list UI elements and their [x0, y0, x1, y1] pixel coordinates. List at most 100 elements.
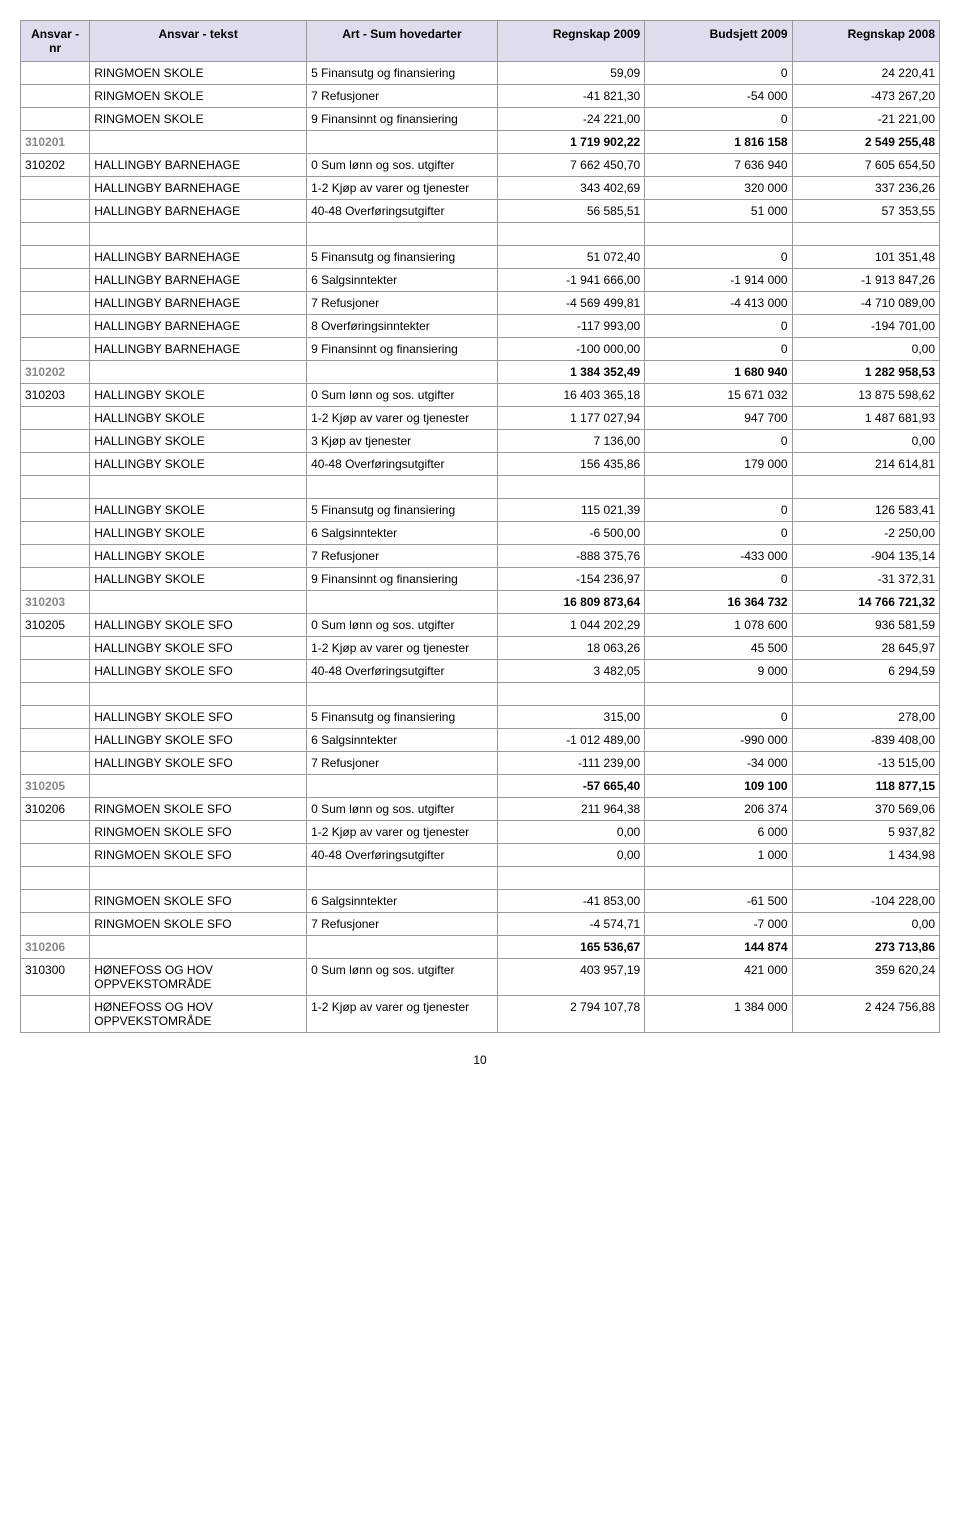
cell-art: 0 Sum lønn og sos. utgifter: [307, 798, 498, 821]
spacer-cell: [307, 476, 498, 499]
cell-budsjett-2009: -7 000: [645, 913, 792, 936]
cell-ansvar-tekst: HALLINGBY SKOLE: [90, 407, 307, 430]
cell-budsjett-2009: -61 500: [645, 890, 792, 913]
cell-budsjett-2009: 109 100: [645, 775, 792, 798]
cell-ansvar-nr: [21, 269, 90, 292]
cell-regnskap-2008: 2 549 255,48: [792, 131, 939, 154]
cell-art: 40-48 Overføringsutgifter: [307, 200, 498, 223]
cell-ansvar-nr: [21, 430, 90, 453]
cell-ansvar-tekst: HALLINGBY SKOLE SFO: [90, 660, 307, 683]
cell-ansvar-nr: [21, 729, 90, 752]
table-row: HALLINGBY SKOLE6 Salgsinntekter-6 500,00…: [21, 522, 940, 545]
spacer-cell: [497, 683, 644, 706]
cell-regnskap-2009: 115 021,39: [497, 499, 644, 522]
table-row: HALLINGBY SKOLE SFO1-2 Kjøp av varer og …: [21, 637, 940, 660]
cell-ansvar-nr: [21, 453, 90, 476]
cell-regnskap-2009: -100 000,00: [497, 338, 644, 361]
cell-ansvar-nr: 310206: [21, 936, 90, 959]
cell-regnskap-2008: 337 236,26: [792, 177, 939, 200]
cell-ansvar-tekst: HØNEFOSS OG HOV OPPVEKSTOMRÅDE: [90, 996, 307, 1033]
cell-ansvar-nr: [21, 62, 90, 85]
header-ansvar-nr: Ansvar - nr: [21, 21, 90, 62]
cell-budsjett-2009: 0: [645, 338, 792, 361]
cell-ansvar-nr: [21, 522, 90, 545]
summary-row: 310206165 536,67144 874273 713,86: [21, 936, 940, 959]
cell-budsjett-2009: 16 364 732: [645, 591, 792, 614]
cell-regnskap-2009: 18 063,26: [497, 637, 644, 660]
cell-regnskap-2009: -1 941 666,00: [497, 269, 644, 292]
spacer-cell: [645, 683, 792, 706]
table-row: HØNEFOSS OG HOV OPPVEKSTOMRÅDE1-2 Kjøp a…: [21, 996, 940, 1033]
table-row: HALLINGBY BARNEHAGE5 Finansutg og finans…: [21, 246, 940, 269]
cell-regnskap-2008: 118 877,15: [792, 775, 939, 798]
cell-regnskap-2009: 56 585,51: [497, 200, 644, 223]
spacer-cell: [90, 223, 307, 246]
cell-ansvar-tekst: HALLINGBY SKOLE: [90, 430, 307, 453]
cell-ansvar-tekst: RINGMOEN SKOLE: [90, 108, 307, 131]
spacer-cell: [497, 223, 644, 246]
cell-budsjett-2009: 421 000: [645, 959, 792, 996]
summary-row: 31020316 809 873,6416 364 73214 766 721,…: [21, 591, 940, 614]
cell-budsjett-2009: 9 000: [645, 660, 792, 683]
cell-art: [307, 591, 498, 614]
cell-budsjett-2009: 0: [645, 108, 792, 131]
cell-ansvar-nr: [21, 338, 90, 361]
cell-regnskap-2008: 0,00: [792, 430, 939, 453]
table-row: 310300HØNEFOSS OG HOV OPPVEKSTOMRÅDE0 Su…: [21, 959, 940, 996]
cell-regnskap-2008: 370 569,06: [792, 798, 939, 821]
cell-ansvar-nr: [21, 315, 90, 338]
header-regnskap-2009: Regnskap 2009: [497, 21, 644, 62]
cell-ansvar-nr: 310203: [21, 384, 90, 407]
table-row: RINGMOEN SKOLE SFO40-48 Overføringsutgif…: [21, 844, 940, 867]
cell-art: 5 Finansutg og finansiering: [307, 499, 498, 522]
spacer-cell: [497, 476, 644, 499]
table-row: HALLINGBY SKOLE5 Finansutg og finansieri…: [21, 499, 940, 522]
cell-art: 6 Salgsinntekter: [307, 522, 498, 545]
table-row: HALLINGBY BARNEHAGE6 Salgsinntekter-1 94…: [21, 269, 940, 292]
cell-ansvar-nr: [21, 844, 90, 867]
cell-ansvar-tekst: HALLINGBY SKOLE: [90, 384, 307, 407]
cell-regnskap-2008: 273 713,86: [792, 936, 939, 959]
cell-art: 8 Overføringsinntekter: [307, 315, 498, 338]
cell-ansvar-nr: [21, 407, 90, 430]
cell-ansvar-nr: 310202: [21, 361, 90, 384]
table-row: HALLINGBY SKOLE SFO40-48 Overføringsutgi…: [21, 660, 940, 683]
cell-art: 1-2 Kjøp av varer og tjenester: [307, 821, 498, 844]
cell-regnskap-2008: 28 645,97: [792, 637, 939, 660]
cell-regnskap-2009: 343 402,69: [497, 177, 644, 200]
cell-ansvar-nr: [21, 200, 90, 223]
cell-art: 0 Sum lønn og sos. utgifter: [307, 614, 498, 637]
cell-ansvar-tekst: HALLINGBY SKOLE SFO: [90, 752, 307, 775]
cell-regnskap-2008: 2 424 756,88: [792, 996, 939, 1033]
cell-regnskap-2008: 278,00: [792, 706, 939, 729]
cell-budsjett-2009: 6 000: [645, 821, 792, 844]
cell-budsjett-2009: 1 000: [645, 844, 792, 867]
cell-ansvar-nr: [21, 890, 90, 913]
spacer-cell: [21, 476, 90, 499]
cell-regnskap-2009: 156 435,86: [497, 453, 644, 476]
cell-regnskap-2009: -41 821,30: [497, 85, 644, 108]
cell-art: 7 Refusjoner: [307, 913, 498, 936]
cell-budsjett-2009: -433 000: [645, 545, 792, 568]
table-row: HALLINGBY SKOLE SFO6 Salgsinntekter-1 01…: [21, 729, 940, 752]
cell-budsjett-2009: 1 680 940: [645, 361, 792, 384]
cell-regnskap-2008: -1 913 847,26: [792, 269, 939, 292]
header-regnskap-2008: Regnskap 2008: [792, 21, 939, 62]
cell-regnskap-2009: 1 044 202,29: [497, 614, 644, 637]
financial-table: Ansvar - nr Ansvar - tekst Art - Sum hov…: [20, 20, 940, 1033]
cell-ansvar-tekst: HALLINGBY BARNEHAGE: [90, 200, 307, 223]
cell-regnskap-2009: -117 993,00: [497, 315, 644, 338]
cell-ansvar-nr: [21, 545, 90, 568]
cell-ansvar-nr: [21, 706, 90, 729]
spacer-cell: [645, 476, 792, 499]
cell-art: 6 Salgsinntekter: [307, 269, 498, 292]
cell-ansvar-nr: 310202: [21, 154, 90, 177]
cell-ansvar-tekst: HALLINGBY SKOLE: [90, 453, 307, 476]
cell-regnskap-2008: 14 766 721,32: [792, 591, 939, 614]
cell-regnskap-2009: -154 236,97: [497, 568, 644, 591]
cell-ansvar-tekst: RINGMOEN SKOLE SFO: [90, 821, 307, 844]
spacer-cell: [90, 867, 307, 890]
table-row: HALLINGBY BARNEHAGE7 Refusjoner-4 569 49…: [21, 292, 940, 315]
cell-regnskap-2009: 1 177 027,94: [497, 407, 644, 430]
cell-art: 5 Finansutg og finansiering: [307, 706, 498, 729]
